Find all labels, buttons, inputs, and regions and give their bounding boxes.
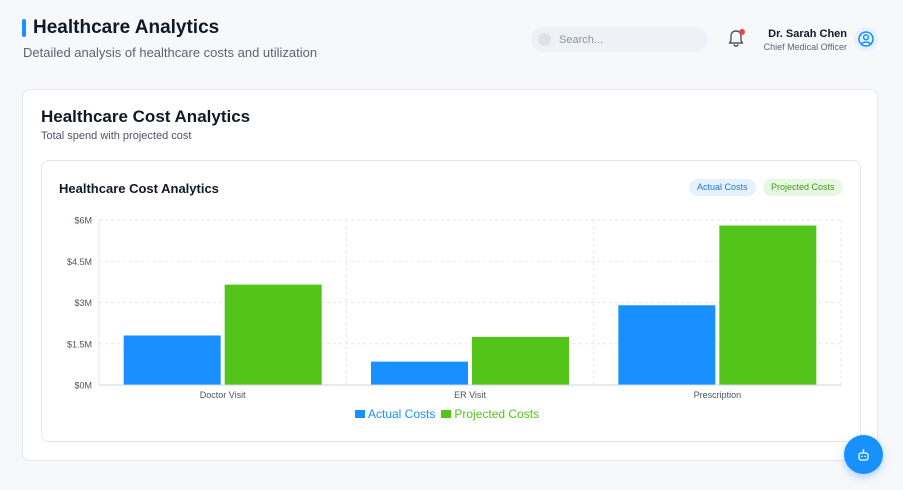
y-tick-label: $0M <box>74 381 92 391</box>
user-role: Chief Medical Officer <box>763 42 847 52</box>
legend-item[interactable]: Projected Costs <box>441 407 539 421</box>
x-tick-label: ER Visit <box>454 390 486 400</box>
avatar[interactable] <box>854 27 878 51</box>
bar-chart: $0M $1.5M $3M $4.5M $6M Doctor Visit ER Visit P… <box>67 216 842 400</box>
actual-cost-bar <box>123 335 221 385</box>
card-subtitle: Total spend with projected cost <box>41 130 192 142</box>
projected-cost-bar <box>719 225 817 385</box>
y-tick-label: $1.5M <box>67 339 92 349</box>
search-icon <box>538 33 551 46</box>
page-title: Healthcare Analytics <box>33 17 220 38</box>
projected-cost-bar <box>472 336 569 385</box>
legend-swatch <box>355 410 365 418</box>
search-input[interactable]: Search... <box>531 27 708 52</box>
chart-panel-title: Healthcare Cost Analytics <box>59 181 219 196</box>
chart-panel: Healthcare Cost Analytics Actual Costs P… <box>41 160 861 442</box>
user-circle-icon <box>858 31 874 47</box>
page-subtitle: Detailed analysis of healthcare costs an… <box>23 45 318 60</box>
card-title: Healthcare Cost Analytics <box>41 107 251 126</box>
chart-legend: Actual Costs Projected Costs <box>355 407 545 421</box>
actual-cost-bar <box>371 361 468 385</box>
legend-swatch <box>441 410 452 418</box>
assistant-button[interactable] <box>844 435 883 474</box>
page-header: Healthcare Analytics Detailed analysis o… <box>0 0 903 80</box>
title-accent-bar <box>22 19 26 37</box>
y-tick-label: $6M <box>74 216 92 226</box>
user-name: Dr. Sarah Chen <box>768 28 847 40</box>
x-tick-label: Doctor Visit <box>200 390 246 400</box>
projected-costs-pill[interactable]: Projected Costs <box>763 179 843 196</box>
legend-label: Projected Costs <box>454 407 540 421</box>
projected-cost-bar <box>224 284 322 385</box>
robot-icon <box>858 449 869 461</box>
legend-label: Actual Costs <box>368 407 436 421</box>
search-placeholder: Search... <box>559 34 604 46</box>
actual-cost-bar <box>618 305 716 385</box>
y-tick-label: $3M <box>74 298 92 308</box>
actual-costs-pill[interactable]: Actual Costs <box>689 179 756 196</box>
legend-item[interactable]: Actual Costs <box>355 407 435 421</box>
cost-analytics-card: Healthcare Cost Analytics Total spend wi… <box>22 89 878 461</box>
y-tick-label: $4.5M <box>67 257 92 267</box>
x-tick-label: Prescription <box>694 390 742 400</box>
notification-badge <box>739 29 745 35</box>
